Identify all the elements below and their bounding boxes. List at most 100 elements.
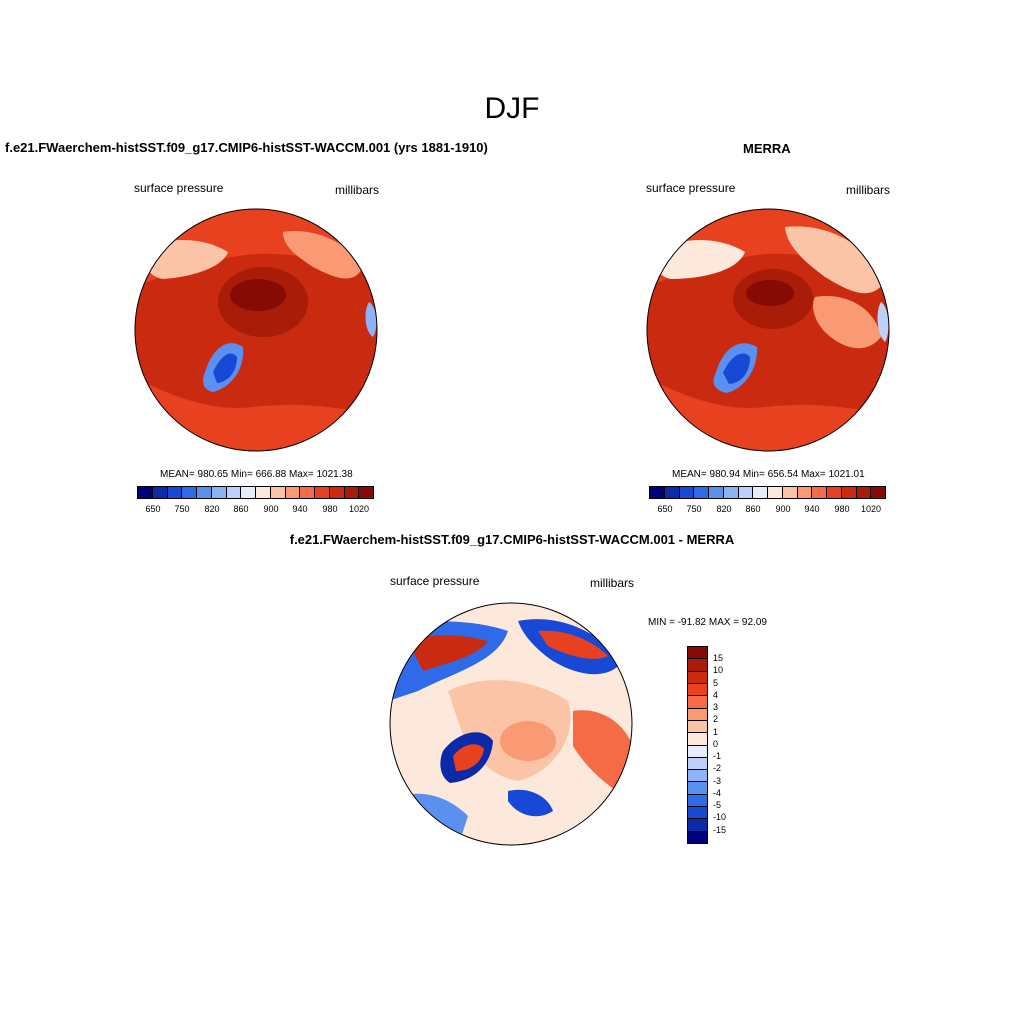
colorbar-swatch	[688, 708, 707, 721]
colorbar-swatch	[650, 487, 665, 498]
diff-map-negative-patch-south	[508, 789, 553, 817]
colorbar-swatch	[856, 487, 872, 498]
colorbar-tick-label: 750	[174, 504, 190, 514]
colorbar-tick-label: 940	[804, 504, 820, 514]
obs-map-band-north	[647, 209, 889, 287]
model-panel-title: f.e21.FWaerchem-histSST.f09_g17.CMIP6-hi…	[5, 140, 488, 155]
obs-statistics: MEAN= 980.94 Min= 656.54 Max= 1021.01	[672, 469, 865, 480]
colorbar-swatch	[688, 647, 707, 660]
colorbar-swatch	[211, 487, 227, 498]
colorbar-tick-label: 940	[292, 504, 308, 514]
obs-map-highland-ne	[785, 226, 885, 294]
colorbar-swatch	[812, 487, 827, 498]
colorbar-tick-label: -5	[713, 800, 722, 810]
model-map-band-north	[135, 209, 377, 287]
colorbar-tick-label: 0	[713, 739, 719, 749]
colorbar-tick-label: -3	[713, 776, 722, 786]
colorbar-swatch	[688, 782, 707, 795]
colorbar-swatch	[285, 487, 301, 498]
model-map-low-pressure-core	[213, 353, 237, 383]
colorbar-swatch	[768, 487, 783, 498]
colorbar-tick-label: 650	[657, 504, 673, 514]
colorbar-swatch	[841, 487, 857, 498]
colorbar-swatch	[329, 487, 345, 498]
diff-colorbar: 15 10 5 4 3 2 1 0 -1 -2 -3 -4 -5 -10 -15	[687, 646, 726, 844]
colorbar-tick-label: -10	[713, 812, 727, 822]
colorbar-swatch	[688, 807, 707, 820]
obs-colorbar: 650 750 820 860 900 940 980 1020	[649, 486, 886, 516]
colorbar-swatch	[226, 487, 242, 498]
colorbar-swatch	[688, 659, 707, 672]
model-polar-map	[134, 208, 378, 452]
colorbar-swatch	[688, 757, 707, 771]
colorbar-swatch	[688, 770, 707, 783]
colorbar-swatch	[359, 487, 373, 498]
colorbar-tick-label: 1020	[348, 504, 370, 514]
colorbar-tick-label: 15	[713, 653, 724, 663]
diff-map-warm-core	[500, 721, 556, 761]
colorbar-swatch	[688, 745, 707, 758]
obs-map-low-pressure-edge	[877, 302, 889, 342]
colorbar-tick-label: 860	[745, 504, 761, 514]
colorbar-tick-label: -15	[713, 825, 727, 835]
colorbar-tick-label: 5	[713, 678, 719, 688]
colorbar-swatch	[827, 487, 842, 498]
colorbar-swatch	[344, 487, 360, 498]
obs-panel-title: MERRA	[743, 141, 791, 156]
colorbar-swatch	[152, 487, 168, 498]
colorbar-swatch	[797, 487, 813, 498]
colorbar-tick-label: 750	[686, 504, 702, 514]
colorbar-swatch	[738, 487, 754, 498]
diff-variable-label: surface pressure	[390, 574, 480, 588]
diff-map-positive-streak-ne	[538, 630, 608, 659]
colorbar-tick-label: 4	[713, 690, 719, 700]
diff-map-boundary	[389, 602, 633, 846]
model-map-boundary	[134, 208, 378, 452]
colorbar-tick-label: 980	[322, 504, 338, 514]
obs-units-label: millibars	[846, 183, 891, 197]
colorbar-swatch	[315, 487, 330, 498]
colorbar-swatch	[167, 487, 183, 498]
colorbar-swatch	[300, 487, 315, 498]
colorbar-swatch	[753, 487, 768, 498]
colorbar-swatch	[182, 487, 197, 498]
diff-map-positive-streak-nw	[408, 635, 488, 671]
colorbar-tick-label: 820	[204, 504, 220, 514]
diff-panel-title: f.e21.FWaerchem-histSST.f09_g17.CMIP6-hi…	[289, 532, 735, 547]
colorbar-swatch	[688, 819, 707, 832]
diff-polar-map	[389, 602, 633, 846]
model-colorbar-swatches	[137, 486, 374, 499]
colorbar-swatch	[679, 487, 695, 498]
model-map-high-pressure-core	[230, 279, 286, 311]
colorbar-swatch	[694, 487, 709, 498]
model-map-low-pressure-edge	[365, 302, 377, 337]
colorbar-tick-label: 860	[233, 504, 249, 514]
obs-map-low-pressure-core	[723, 353, 750, 384]
obs-variable-label: surface pressure	[646, 181, 736, 195]
colorbar-tick-label: 900	[263, 504, 279, 514]
colorbar-tick-label: 900	[775, 504, 791, 514]
diff-map-positive-core-greenland	[453, 744, 484, 771]
colorbar-tick-label: 650	[145, 504, 161, 514]
colorbar-swatch	[688, 671, 707, 684]
figure-season-title: DJF	[484, 92, 540, 125]
colorbar-tick-label: 1020	[860, 504, 882, 514]
diff-colorbar-swatches	[687, 646, 708, 844]
colorbar-swatch	[709, 487, 724, 498]
colorbar-tick-label: 3	[713, 702, 719, 712]
diff-statistics: MIN = -91.82 MAX = 92.09	[648, 617, 767, 628]
model-units-label: millibars	[335, 183, 380, 197]
colorbar-swatch	[782, 487, 798, 498]
obs-polar-map	[646, 208, 890, 452]
colorbar-swatch	[256, 487, 271, 498]
colorbar-tick-label: 1	[713, 727, 719, 737]
colorbar-swatch	[688, 831, 707, 843]
model-statistics: MEAN= 980.65 Min= 666.88 Max= 1021.38	[160, 469, 353, 480]
colorbar-swatch	[138, 487, 153, 498]
colorbar-swatch	[688, 794, 707, 808]
obs-colorbar-swatches	[649, 486, 886, 499]
obs-map-boundary	[646, 208, 890, 452]
obs-map-plateau-east	[813, 296, 881, 349]
colorbar-swatch	[688, 733, 707, 746]
colorbar-swatch	[871, 487, 885, 498]
